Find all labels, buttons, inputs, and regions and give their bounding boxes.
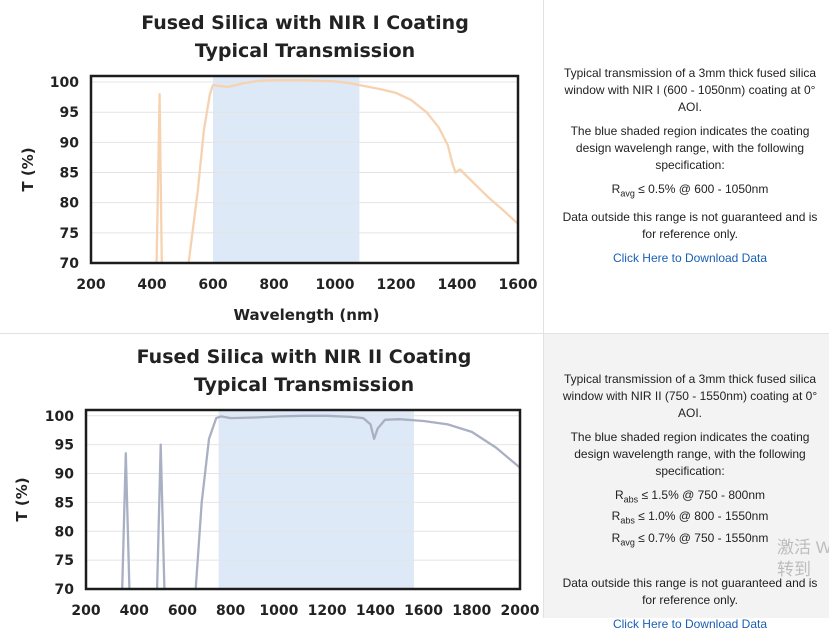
spec-value: ≤ 0.7% @ 750 - 1550nm	[634, 530, 769, 545]
x-axis-label: Wavelength (nm)	[234, 306, 380, 324]
info-panel-1: Typical transmission of a 3mm thick fuse…	[544, 0, 829, 333]
spec-list: Rabs ≤ 1.5% @ 750 - 800nm Rabs ≤ 1.0% @ 8…	[558, 487, 822, 551]
y-tick-label: 85	[55, 495, 74, 511]
y-tick-label: 90	[60, 135, 80, 151]
chart-title-line2: Typical Transmission	[194, 374, 414, 396]
y-tick-label: 80	[60, 196, 80, 212]
spec-line: Ravg ≤ 0.5% @ 600 - 1050nm	[558, 181, 822, 202]
transmission-series-line	[187, 79, 518, 263]
spec-symbol: R	[611, 530, 621, 545]
chart-title-line1: Fused Silica with NIR II Coating	[137, 346, 472, 368]
x-tick-label: 400	[137, 277, 166, 293]
y-tick-label: 85	[60, 166, 79, 182]
x-tick-label: 200	[71, 603, 100, 618]
download-data-link[interactable]: Click Here to Download Data	[612, 251, 768, 266]
x-tick-label: 2000	[501, 603, 540, 618]
info-text-2: Typical transmission of a 3mm thick fuse…	[558, 371, 822, 640]
x-tick-label: 1600	[404, 603, 443, 618]
transmission-series-line	[121, 452, 131, 589]
watermark-line1: 激活 W	[777, 538, 829, 557]
y-tick-label: 70	[60, 256, 80, 272]
plot-frame	[89, 74, 520, 265]
x-tick-label: 1000	[316, 277, 355, 293]
design-range-shading	[213, 76, 360, 263]
x-tick-label: 1200	[308, 603, 347, 618]
spec-subscript: abs	[623, 494, 639, 505]
x-tick-label: 1600	[499, 277, 538, 293]
transmission-series-line	[194, 414, 520, 589]
watermark-line2: 转到	[777, 560, 811, 579]
x-tick-label: 600	[168, 603, 197, 618]
y-tick-label: 95	[60, 105, 79, 121]
y-tick-label: 100	[50, 75, 79, 91]
disclaimer: Data outside this range is not guarantee…	[562, 210, 818, 242]
chart-title-line2: Typical Transmission	[195, 40, 415, 62]
chart-panel-2: Fused Silica with NIR II Coating Typical…	[0, 334, 544, 618]
transmission-series-line	[155, 443, 166, 589]
y-tick-label: 80	[55, 524, 75, 540]
y-tick-label: 95	[55, 438, 74, 454]
chart-title-line1: Fused Silica with NIR I Coating	[141, 12, 469, 34]
spec-symbol: R	[611, 509, 621, 524]
spec-subscript: avg	[620, 188, 635, 199]
y-tick-label: 70	[55, 582, 75, 598]
design-range-shading	[218, 410, 414, 589]
spec-symbol: R	[614, 488, 624, 502]
chart-panel-1: Fused Silica with NIR I Coating Typical …	[0, 0, 544, 333]
x-tick-label: 400	[120, 603, 149, 618]
spec-list: Ravg ≤ 0.5% @ 600 - 1050nm	[558, 181, 822, 202]
x-tick-label: 800	[216, 603, 245, 618]
spec-subscript: abs	[620, 515, 635, 526]
spec-line: Rabs ≤ 1.0% @ 800 - 1550nm	[558, 508, 822, 529]
disclaimer: Data outside this range is not guarantee…	[562, 576, 818, 608]
transmission-chart-1: Fused Silica with NIR I Coating Typical …	[19, 12, 538, 324]
info-panel-2: Typical transmission of a 3mm thick fuse…	[544, 334, 829, 631]
plot-frame	[84, 408, 522, 591]
x-tick-label: 1400	[438, 277, 477, 293]
spec-symbol: R	[611, 182, 621, 196]
info-text-1: Typical transmission of a 3mm thick fuse…	[558, 65, 822, 274]
chart-row-2: Fused Silica with NIR II Coating Typical…	[0, 333, 829, 631]
transmission-series-line	[155, 92, 163, 263]
x-tick-label: 1200	[377, 277, 416, 293]
shaded-region-note: The blue shaded region indicates the coa…	[570, 124, 810, 172]
x-tick-label: 1400	[356, 603, 395, 618]
spec-subscript: avg	[620, 537, 635, 548]
y-tick-label: 100	[45, 409, 74, 425]
y-axis-label: T (%)	[13, 477, 31, 521]
y-axis-label: T (%)	[19, 147, 37, 191]
description: Typical transmission of a 3mm thick fuse…	[563, 66, 817, 114]
x-tick-label: 200	[76, 277, 105, 293]
chart-row-1: Fused Silica with NIR I Coating Typical …	[0, 0, 829, 333]
spec-line: Rabs ≤ 1.5% @ 750 - 800nm	[558, 487, 822, 508]
x-tick-label: 600	[198, 277, 227, 293]
spec-value: ≤ 0.5% @ 600 - 1050nm	[634, 182, 769, 196]
y-tick-label: 75	[60, 226, 79, 242]
transmission-chart-2: Fused Silica with NIR II Coating Typical…	[13, 346, 540, 618]
x-tick-label: 800	[259, 277, 288, 293]
spec-value: ≤ 1.5% @ 750 - 800nm	[638, 488, 766, 502]
spec-line: Ravg ≤ 0.7% @ 750 - 1550nm	[558, 530, 822, 551]
x-tick-label: 1000	[259, 603, 298, 618]
description: Typical transmission of a 3mm thick fuse…	[562, 372, 818, 420]
y-tick-label: 90	[55, 467, 75, 483]
os-activation-watermark: 激活 W 转到	[777, 537, 829, 581]
shaded-region-note: The blue shaded region indicates the coa…	[570, 430, 810, 478]
y-tick-label: 75	[55, 553, 74, 569]
x-tick-label: 1800	[452, 603, 491, 618]
spec-value: ≤ 1.0% @ 800 - 1550nm	[634, 509, 769, 524]
download-data-link[interactable]: Click Here to Download Data	[612, 617, 768, 632]
